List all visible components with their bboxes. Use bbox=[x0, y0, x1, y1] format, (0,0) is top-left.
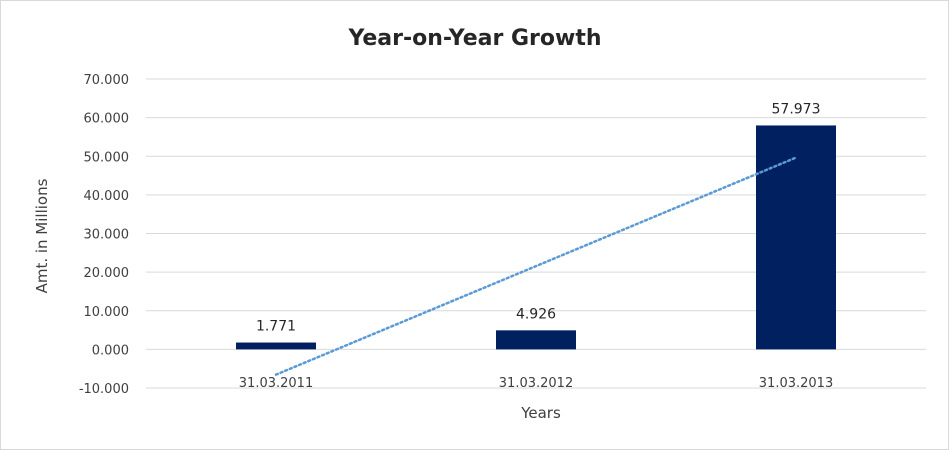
y-axis-title: Amt. in Millions bbox=[33, 178, 51, 293]
bar bbox=[236, 342, 316, 350]
data-label: 57.973 bbox=[772, 101, 821, 117]
y-axis-tick-labels: -10.000 0.000 10.000 20.000 30.000 40.000 50.0… bbox=[79, 73, 129, 397]
bar bbox=[756, 125, 836, 350]
y-tick-label: -10.000 bbox=[79, 382, 129, 397]
y-tick-label: 40.000 bbox=[84, 189, 130, 204]
bar bbox=[496, 330, 576, 350]
data-labels: 1.771 4.926 57.973 bbox=[256, 101, 821, 334]
x-category-label: 31.03.2011 bbox=[239, 376, 313, 391]
x-category-label: 31.03.2012 bbox=[499, 376, 573, 391]
bars bbox=[236, 125, 836, 350]
chart-title: Year-on-Year Growth bbox=[347, 26, 601, 51]
data-label: 4.926 bbox=[516, 306, 556, 322]
trendline bbox=[274, 156, 798, 376]
y-tick-label: 0.000 bbox=[92, 343, 129, 358]
y-tick-label: 60.000 bbox=[84, 112, 130, 127]
data-label: 1.771 bbox=[256, 319, 296, 335]
y-tick-label: 10.000 bbox=[84, 305, 130, 320]
x-axis-title: Years bbox=[520, 404, 561, 422]
y-tick-label: 30.000 bbox=[84, 228, 130, 243]
y-tick-label: 70.000 bbox=[84, 73, 130, 88]
y-tick-label: 50.000 bbox=[84, 150, 130, 165]
x-category-label: 31.03.2013 bbox=[759, 376, 833, 391]
y-tick-label: 20.000 bbox=[84, 266, 130, 281]
trendline-group bbox=[274, 156, 798, 376]
x-axis-category-labels: 31.03.2011 31.03.2012 31.03.2013 bbox=[239, 376, 833, 391]
